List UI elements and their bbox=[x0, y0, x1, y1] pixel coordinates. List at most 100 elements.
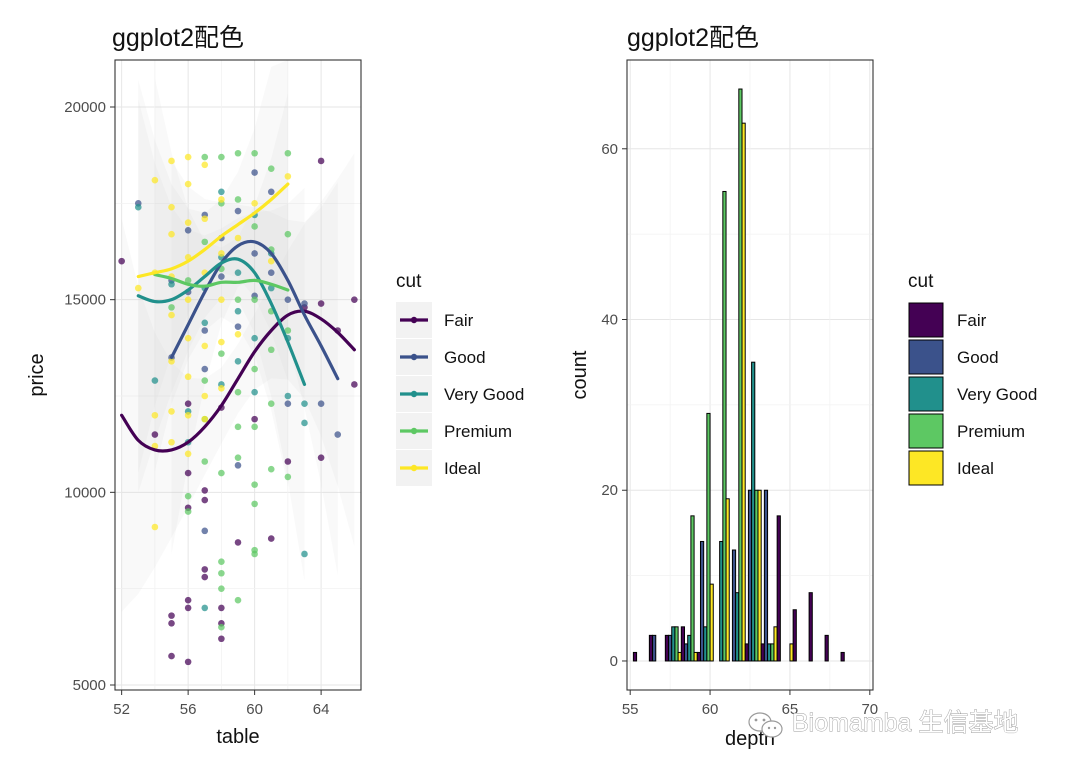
point-premium-20 bbox=[234, 454, 242, 461]
point-fair-18 bbox=[284, 458, 292, 465]
point-fair-22 bbox=[317, 454, 325, 461]
point-good-15 bbox=[267, 269, 275, 276]
point-fair-9 bbox=[201, 487, 209, 494]
point-premium-19 bbox=[234, 388, 242, 396]
right-axes: 55 60 65 70 0 20 40 60 bbox=[601, 141, 878, 718]
point-ideal-0 bbox=[134, 284, 142, 292]
point-fair-25 bbox=[351, 381, 358, 388]
point-ideal-32 bbox=[218, 338, 225, 346]
bar-premium-3 bbox=[690, 515, 695, 662]
right-x-tick-label-3: 70 bbox=[861, 701, 878, 718]
point-very-good-21 bbox=[301, 400, 308, 408]
right-panel-border bbox=[626, 59, 874, 691]
point-very-good-9 bbox=[218, 188, 225, 196]
point-good-18 bbox=[284, 400, 292, 408]
point-ideal-19 bbox=[184, 334, 192, 342]
point-fair-3 bbox=[184, 596, 192, 604]
right-y-tick-label-3: 60 bbox=[601, 141, 618, 158]
point-good-12 bbox=[251, 250, 258, 257]
point-ideal-22 bbox=[184, 450, 192, 458]
point-premium-16 bbox=[234, 149, 242, 157]
point-ideal-31 bbox=[218, 296, 225, 303]
band-good bbox=[171, 160, 338, 576]
smooth-line-very-good bbox=[136, 257, 307, 387]
point-ideal-21 bbox=[184, 411, 192, 419]
bar-fair-12 bbox=[824, 634, 829, 662]
point-fair-6 bbox=[168, 612, 175, 619]
point-ideal-34 bbox=[234, 234, 242, 242]
point-very-good-15 bbox=[251, 334, 258, 342]
point-fair-24 bbox=[351, 296, 358, 303]
point-very-good-13 bbox=[234, 358, 242, 365]
left-y-tick-label-0: 5000 bbox=[73, 677, 106, 694]
bar-good-4 bbox=[699, 540, 705, 662]
point-ideal-4 bbox=[151, 442, 159, 450]
right-y-tick-label-0: 0 bbox=[610, 653, 618, 670]
point-very-good-7 bbox=[201, 604, 209, 612]
point-fair-4 bbox=[184, 604, 192, 612]
point-good-19 bbox=[301, 300, 308, 307]
bar-premium-4 bbox=[706, 412, 711, 662]
point-very-good-16 bbox=[251, 388, 258, 396]
point-premium-39 bbox=[218, 623, 225, 631]
point-very-good-22 bbox=[301, 419, 308, 427]
point-fair-11 bbox=[201, 566, 209, 573]
bar-fair-11 bbox=[808, 592, 813, 662]
point-premium-22 bbox=[251, 149, 258, 157]
point-ideal-29 bbox=[218, 196, 225, 203]
point-ideal-24 bbox=[201, 215, 209, 223]
scatter-points bbox=[118, 149, 358, 666]
left-legend-label-0: Fair bbox=[444, 311, 474, 330]
right-legend-title: cut bbox=[908, 271, 934, 292]
bar-ideal-7 bbox=[757, 489, 762, 662]
point-ideal-7 bbox=[168, 203, 175, 211]
point-good-7 bbox=[201, 365, 209, 373]
band-very-good bbox=[138, 99, 305, 581]
point-premium-37 bbox=[284, 327, 292, 334]
bar-good-8 bbox=[763, 489, 769, 662]
point-ideal-30 bbox=[218, 250, 225, 257]
point-premium-23 bbox=[251, 223, 258, 230]
point-ideal-35 bbox=[234, 331, 242, 338]
point-very-good-11 bbox=[234, 307, 242, 315]
point-premium-2 bbox=[184, 492, 192, 500]
point-premium-3 bbox=[184, 508, 192, 515]
left-panel-border bbox=[114, 59, 362, 691]
bar-fair-0 bbox=[632, 651, 638, 662]
point-ideal-15 bbox=[184, 180, 192, 188]
point-very-good-23 bbox=[301, 550, 308, 558]
point-ideal-6 bbox=[168, 157, 175, 165]
left-chart-title: ggplot2配色 bbox=[112, 24, 244, 52]
right-legend-label-3: Premium bbox=[957, 422, 1025, 441]
left-legend-label-4: Ideal bbox=[444, 459, 481, 478]
point-very-good-18 bbox=[267, 284, 275, 292]
point-fair-0 bbox=[118, 257, 125, 265]
point-good-16 bbox=[267, 188, 275, 196]
bar-premium-2 bbox=[674, 626, 679, 662]
point-good-11 bbox=[234, 323, 242, 330]
bar-fair-9 bbox=[776, 515, 781, 662]
point-ideal-8 bbox=[168, 230, 175, 238]
band-ideal bbox=[138, 60, 288, 474]
point-good-22 bbox=[201, 527, 209, 535]
point-premium-36 bbox=[284, 230, 292, 238]
left-y-tick-label-1: 10000 bbox=[64, 484, 106, 501]
point-premium-42 bbox=[267, 346, 275, 354]
right-legend-key-1 bbox=[908, 339, 944, 375]
point-premium-29 bbox=[251, 550, 258, 558]
point-good-23 bbox=[234, 462, 242, 469]
point-fair-10 bbox=[201, 496, 209, 504]
point-fair-29 bbox=[251, 415, 258, 423]
point-fair-16 bbox=[234, 539, 242, 546]
point-fair-13 bbox=[218, 604, 225, 612]
wechat-icon bbox=[748, 712, 783, 738]
right-legend-label-4: Ideal bbox=[957, 459, 994, 478]
point-premium-11 bbox=[218, 350, 225, 357]
point-fair-20 bbox=[317, 157, 325, 165]
point-ideal-1 bbox=[151, 176, 159, 184]
point-ideal-27 bbox=[201, 392, 209, 400]
point-premium-6 bbox=[201, 377, 209, 384]
point-premium-41 bbox=[251, 481, 258, 488]
point-premium-0 bbox=[168, 304, 175, 311]
point-ideal-13 bbox=[168, 438, 175, 446]
